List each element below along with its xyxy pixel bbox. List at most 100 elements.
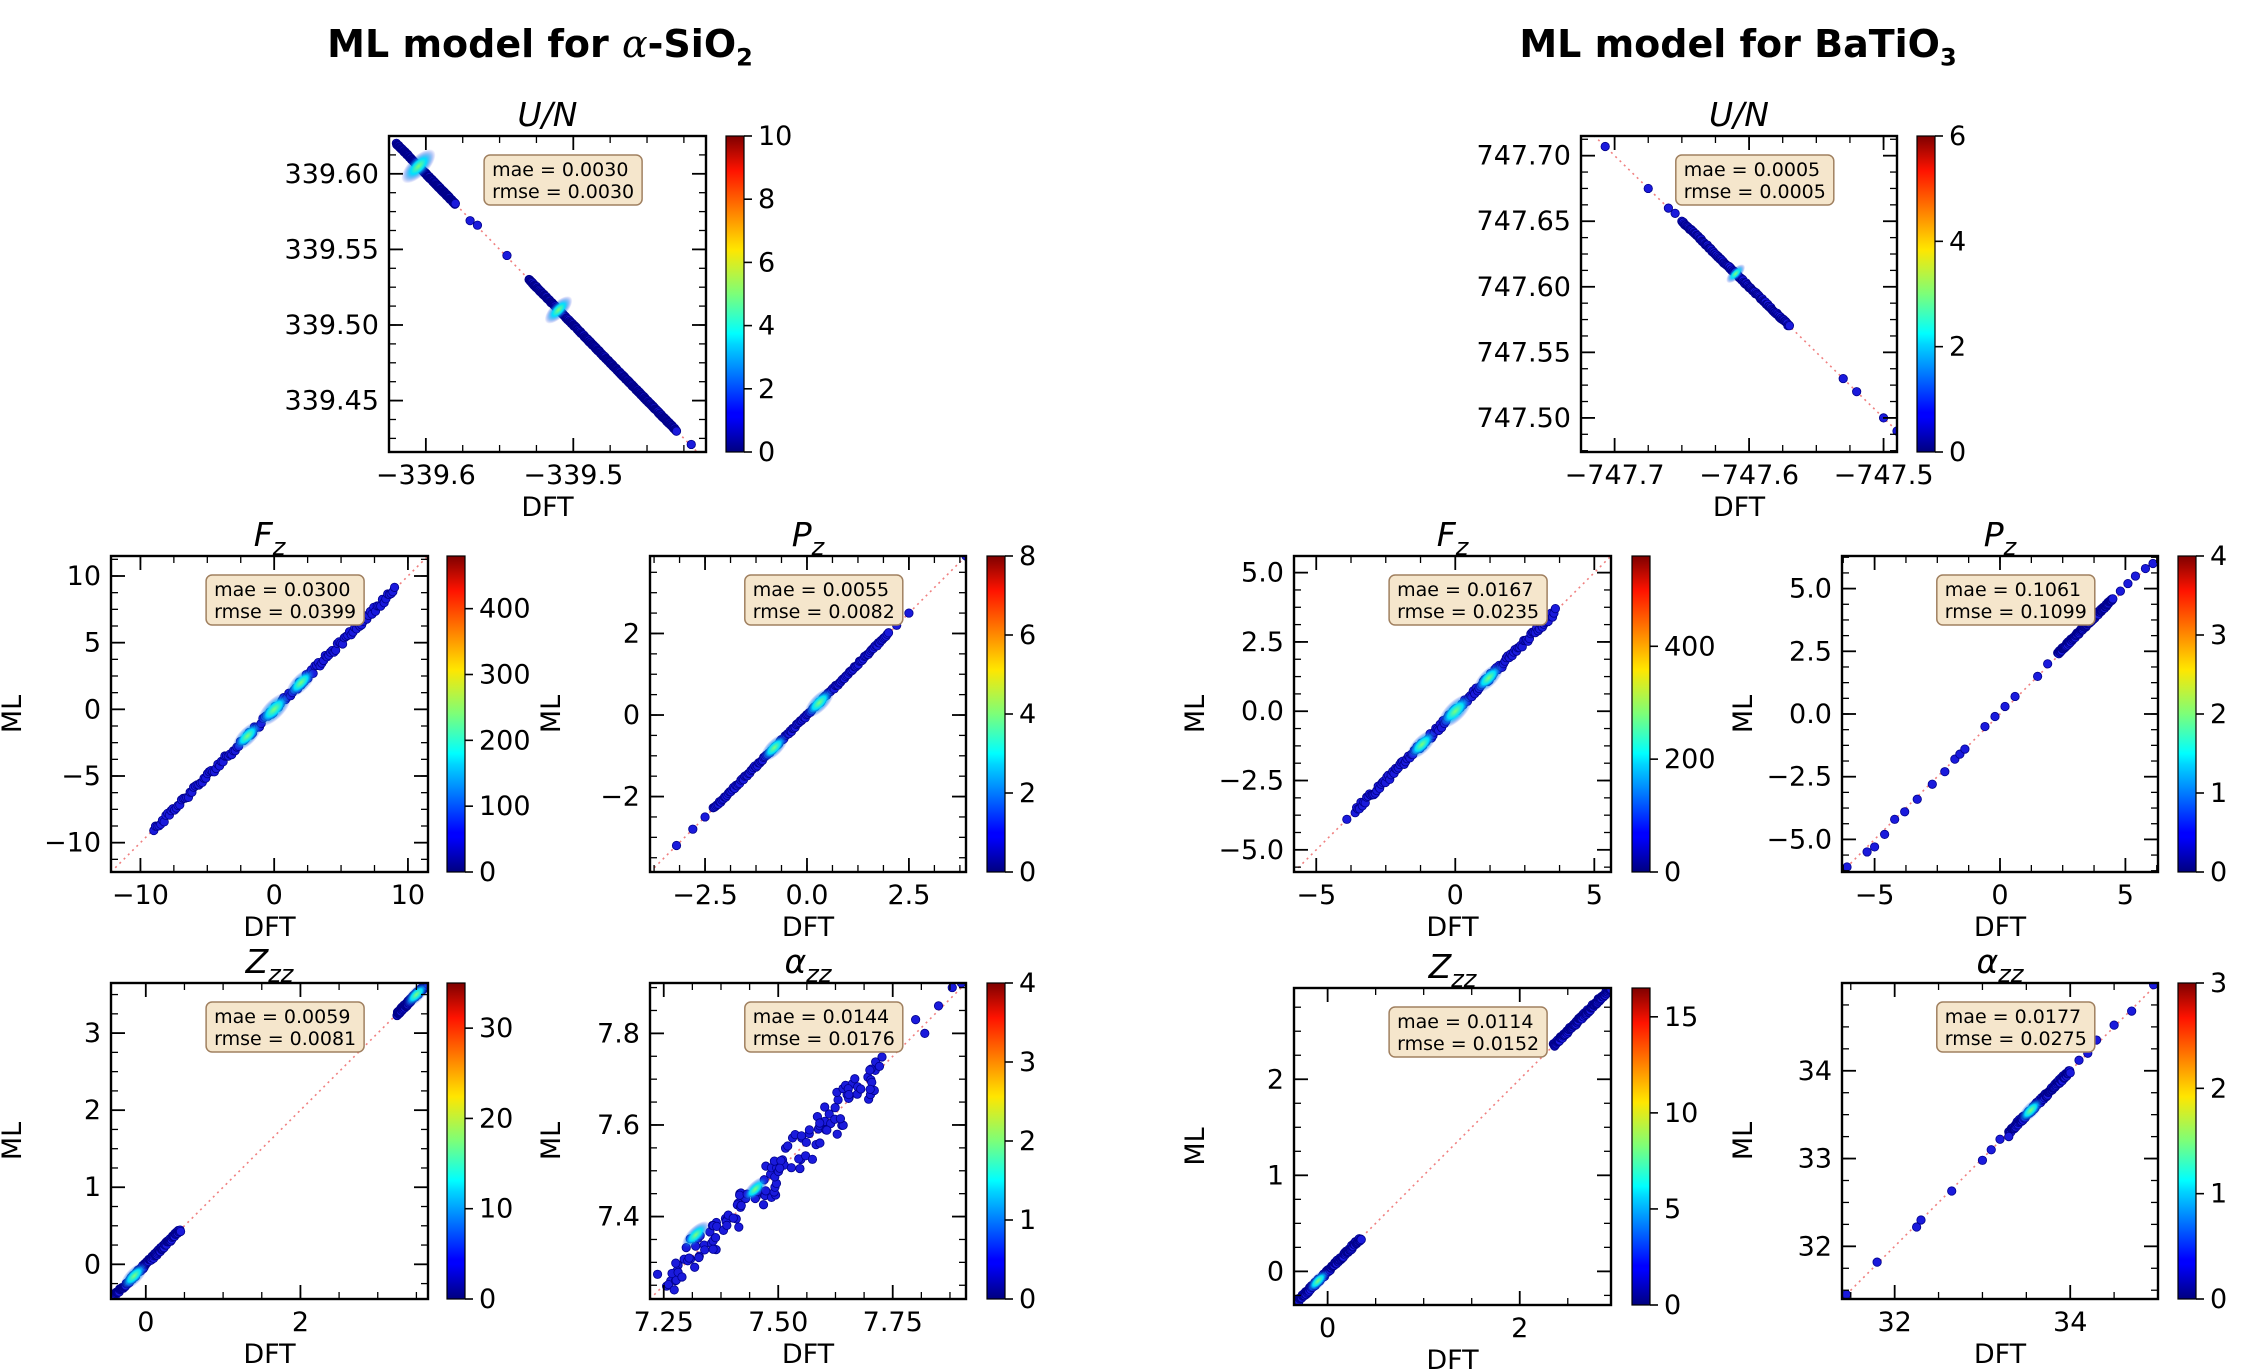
plot-title: Pz [792, 515, 826, 561]
x-tick-label: −339.5 [523, 460, 623, 491]
x-tick-label: 0 [266, 880, 283, 911]
y-tick-label: 2 [623, 618, 640, 649]
stats-mae: mae = 0.0030 [492, 159, 628, 181]
y-axis-label: ML [0, 695, 28, 733]
y-tick-label: 32 [1798, 1231, 1832, 1262]
data-point [911, 1015, 921, 1025]
colorbar [2177, 982, 2197, 1300]
density-blob [742, 1176, 769, 1202]
x-axis-label: DFT [1974, 1339, 2027, 1370]
data-point [904, 608, 914, 618]
y-tick-label: 339.60 [285, 159, 379, 190]
colorbar-tick-label: 0 [479, 1284, 496, 1315]
density-blob [232, 721, 263, 751]
data-point [700, 812, 710, 822]
heading-batio3-text: ML model for BaTiO [1519, 22, 1940, 66]
data-point [920, 1028, 930, 1038]
colorbar-tick-label: 4 [1019, 699, 1036, 730]
data-point [1862, 847, 1872, 857]
plot-frame [1292, 986, 1613, 1307]
panel-sio2-azz: 7.25 7.50 7.75 7.8 7.6 7.4 αzz DFT ML mae = 0.014… [536, 942, 1036, 1370]
colorbar-tick-label: 200 [1664, 744, 1716, 775]
colorbar-tick-label: 0 [479, 857, 496, 888]
data-point [850, 1074, 860, 1084]
x-tick-label: 7.25 [634, 1307, 694, 1338]
colorbar-tick-label: 5 [1664, 1194, 1681, 1225]
data-point [1940, 767, 1950, 777]
colorbar-tick-label: 0 [758, 437, 775, 468]
density-blob [2018, 1097, 2044, 1123]
colorbar-tick-label: 1 [1019, 1205, 1036, 1236]
data-point [2127, 1006, 2137, 1016]
x-tick-label: −10 [112, 880, 169, 911]
stats-rmse: rmse = 0.1099 [1945, 601, 2087, 623]
heading-sio2-text: ML model for [327, 22, 622, 66]
plot-area [1294, 988, 1611, 1305]
data-point [815, 1118, 825, 1128]
y-tick-label: 0.0 [1241, 696, 1284, 727]
x-tick-label: 7.50 [748, 1307, 808, 1338]
data-point [694, 1252, 704, 1263]
colorbar-tick-label: 0 [2210, 857, 2227, 888]
plot-area [389, 136, 699, 452]
y-tick-label: 0 [1267, 1256, 1284, 1287]
colorbar-tick-label: 200 [479, 725, 531, 756]
data-point [708, 1244, 718, 1254]
data-point [1912, 794, 1922, 804]
stats-rmse: rmse = 0.0275 [1945, 1028, 2087, 1050]
x-tick-label: 5 [1586, 880, 1603, 911]
stats-box-bg [205, 1001, 365, 1053]
x-tick-label: −5 [1296, 880, 1336, 911]
data-point [830, 1103, 840, 1113]
y-tick-label: 7.4 [597, 1202, 640, 1233]
colorbar-tick-label: 10 [1664, 1098, 1698, 1129]
colorbar-tick-label: 6 [1949, 121, 1966, 152]
data-point [710, 1233, 721, 1243]
colorbar-tick-label: 0 [1664, 857, 1681, 888]
density-blob [1407, 729, 1437, 760]
data-point [844, 1090, 854, 1100]
plot-frame [648, 554, 968, 874]
data-point [2108, 594, 2118, 604]
plot-area [650, 983, 966, 1299]
y-tick-label: 1 [84, 1172, 101, 1203]
plot-frame [1292, 554, 1613, 874]
data-point [776, 1156, 786, 1166]
x-axis-label: DFT [782, 1339, 835, 1370]
data-point [1356, 1234, 1366, 1245]
data-point [947, 983, 957, 993]
plot-area [650, 556, 966, 872]
x-axis-label: DFT [243, 912, 296, 943]
stats-box-bg [1388, 574, 1548, 626]
identity-line [111, 983, 428, 1299]
data-point [1342, 814, 1352, 824]
data-point [1960, 744, 1970, 754]
y-tick-label: 0 [84, 694, 101, 725]
colorbar [446, 555, 466, 873]
x-tick-label: 0 [1447, 880, 1464, 911]
data-point [2109, 1020, 2119, 1030]
y-tick-label: 747.50 [1477, 403, 1571, 434]
data-point [736, 1200, 746, 1211]
stats-box-bg [744, 1001, 904, 1053]
stats-rmse: rmse = 0.0152 [1397, 1033, 1539, 1055]
panel-bto-Pz: −5 0 5 5.0 2.5 0.0 −2.5 −5.0 Pz DFT ML mae = 0.1061… [1728, 515, 2227, 943]
density-blob [760, 733, 789, 762]
stats-box-bg [205, 574, 365, 626]
heading-sio2-greek: α [621, 22, 648, 66]
plot-frame [1840, 981, 2160, 1301]
data-point [2148, 558, 2158, 569]
plot-title: U/N [1709, 95, 1769, 134]
data-point [1947, 1186, 1957, 1196]
colorbar [1631, 555, 1651, 873]
x-axis-label: DFT [782, 912, 835, 943]
data-point [807, 1154, 818, 1164]
data-point [1995, 1134, 2005, 1144]
stats-rmse: rmse = 0.0235 [1397, 601, 1539, 623]
x-axis-label: DFT [1426, 1345, 1479, 1370]
data-point [2033, 671, 2043, 681]
